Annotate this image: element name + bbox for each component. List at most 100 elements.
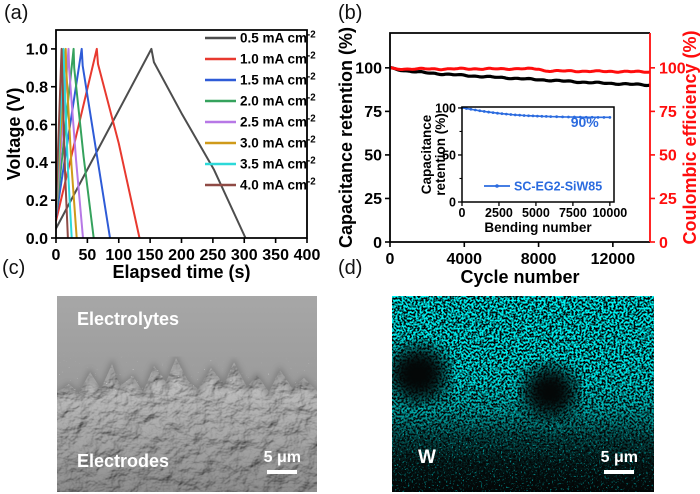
y-tick-label: 0 xyxy=(373,235,382,252)
y-tick-label: 0.0 xyxy=(26,231,48,248)
y-axis-label-left: Capacitance retention (%) xyxy=(336,27,356,248)
series-Capacitance retention xyxy=(389,65,651,88)
scale-bar-c-line xyxy=(267,470,298,474)
scale-bar-d-line xyxy=(604,470,635,474)
y2-tick-label: 75 xyxy=(659,104,677,121)
inset-marker xyxy=(584,115,588,119)
inset-marker xyxy=(465,107,468,110)
inset-marker xyxy=(473,108,477,112)
x-tick-label: 400 xyxy=(294,247,321,264)
eds-texture xyxy=(392,296,654,492)
inset-x-tick-label: 7500 xyxy=(559,206,587,220)
x-tick-label: 4000 xyxy=(446,251,482,268)
axes-frame xyxy=(389,32,650,243)
scale-bar-c: 5 μm xyxy=(264,450,301,474)
y-tick-label: 0.8 xyxy=(26,79,48,96)
inset-marker xyxy=(549,115,553,118)
inset-y-axis-label: Capacitance xyxy=(419,114,434,194)
inset-y-tick-label: 100 xyxy=(435,101,456,115)
inset-y-tick-label: 0 xyxy=(449,195,456,209)
annotation-90pct: 90% xyxy=(571,114,600,130)
legend-label: 0.5 mA cm-2 xyxy=(240,29,316,45)
legend-label: 4.0 mA cm-2 xyxy=(240,176,316,192)
inset-legend-label: SC-EG2-SiW85 xyxy=(514,179,602,193)
y-tick-label: 0.2 xyxy=(26,193,48,210)
electrodes-label: Electrodes xyxy=(77,451,170,471)
y-tick-label: 0.6 xyxy=(26,117,48,134)
inset-marker xyxy=(513,113,517,117)
series-Coulombic efficiency xyxy=(389,66,651,74)
scale-bar-d-text: 5 μm xyxy=(600,449,638,466)
panel-a-label: (a) xyxy=(4,2,29,24)
x-tick-label: 8000 xyxy=(521,251,557,268)
series-2.5 mA cm⁻² xyxy=(55,47,84,239)
y2-tick-label: 50 xyxy=(659,148,677,165)
legend-label: 3.5 mA cm-2 xyxy=(240,155,316,171)
inset-marker xyxy=(518,113,522,117)
x-axis-label: Elapsed time (s) xyxy=(112,262,250,282)
inset-x-tick-label: 0 xyxy=(459,206,466,220)
x-axis-label: Cycle number xyxy=(460,267,579,287)
inset-x-axis-label: Bending number xyxy=(484,220,592,235)
electrolytes-label: Electrolytes xyxy=(77,309,180,329)
eds-map-w: W 5 μm xyxy=(392,296,654,492)
inset-marker xyxy=(590,115,594,119)
inset-marker xyxy=(540,114,544,118)
scale-bar-d: 5 μm xyxy=(601,450,638,474)
inset-marker xyxy=(572,115,576,119)
inset-y-tick-label: 50 xyxy=(442,148,456,162)
sem-micrograph: Electrolytes Electrodes 5 μm xyxy=(57,296,317,492)
y-tick-label: 1.0 xyxy=(26,42,48,59)
legend-label: 3.0 mA cm-2 xyxy=(240,134,316,150)
inset-marker xyxy=(496,111,499,115)
inset-frame xyxy=(461,106,615,203)
inset-marker xyxy=(469,107,473,111)
y-tick-label: 75 xyxy=(364,104,382,121)
inset-marker xyxy=(500,112,504,116)
inset-marker xyxy=(527,114,530,118)
inset-marker xyxy=(531,114,535,118)
inset-x-tick-label: 10000 xyxy=(592,206,627,220)
series-1.5 mA cm⁻² xyxy=(55,47,111,239)
inset-legend-marker xyxy=(495,184,499,188)
inset-marker xyxy=(491,111,495,115)
inset-marker xyxy=(504,112,508,116)
inset-x-tick-label: 2500 xyxy=(485,206,513,220)
legend-label: 1.0 mA cm-2 xyxy=(240,50,316,66)
y-tick-label: 0.4 xyxy=(26,155,48,172)
y2-tick-label: 100 xyxy=(659,61,686,78)
inset-marker xyxy=(482,110,486,113)
series-3.5 mA cm⁻² xyxy=(55,47,73,239)
y-axis-label-right: Coulombic efficiency (%) xyxy=(680,30,700,244)
gcd-chart: 0 50 100 150 200 250 300 350 400 0.0 0.2 0.4 0.6 0.8 1… xyxy=(6,29,321,282)
inset-marker xyxy=(608,115,612,119)
panel-d-label: (d) xyxy=(338,257,363,279)
panel-c-label: (c) xyxy=(2,257,26,279)
x-tick-label: 200 xyxy=(168,247,195,264)
sem-texture xyxy=(57,296,317,492)
inset-marker xyxy=(536,114,539,118)
inset-marker xyxy=(602,115,606,119)
series-1.0 mA cm⁻² xyxy=(55,47,141,239)
y-tick-label: 100 xyxy=(355,61,382,78)
inset-marker xyxy=(578,115,582,119)
x-tick-label: 50 xyxy=(78,247,96,264)
x-tick-label: 250 xyxy=(200,247,227,264)
element-w-label: W xyxy=(418,447,436,468)
inset-marker xyxy=(561,115,564,119)
legend-label: 2.0 mA cm-2 xyxy=(240,92,316,108)
x-tick-label: 350 xyxy=(262,247,289,264)
x-tick-label: 300 xyxy=(231,247,258,264)
series-4.0 mA cm⁻² xyxy=(55,47,69,239)
inset-marker xyxy=(522,114,526,117)
series-0.5 mA cm⁻² xyxy=(55,47,247,239)
inset-marker xyxy=(567,115,570,119)
x-tick-label: 100 xyxy=(105,247,132,264)
y-tick-label: 50 xyxy=(364,148,382,165)
y2-tick-label: 0 xyxy=(659,235,668,252)
panel-b-label: (b) xyxy=(338,2,363,24)
inset-marker xyxy=(544,115,548,118)
y-tick-label: 25 xyxy=(364,191,382,208)
legend-label: 1.5 mA cm-2 xyxy=(240,71,316,87)
